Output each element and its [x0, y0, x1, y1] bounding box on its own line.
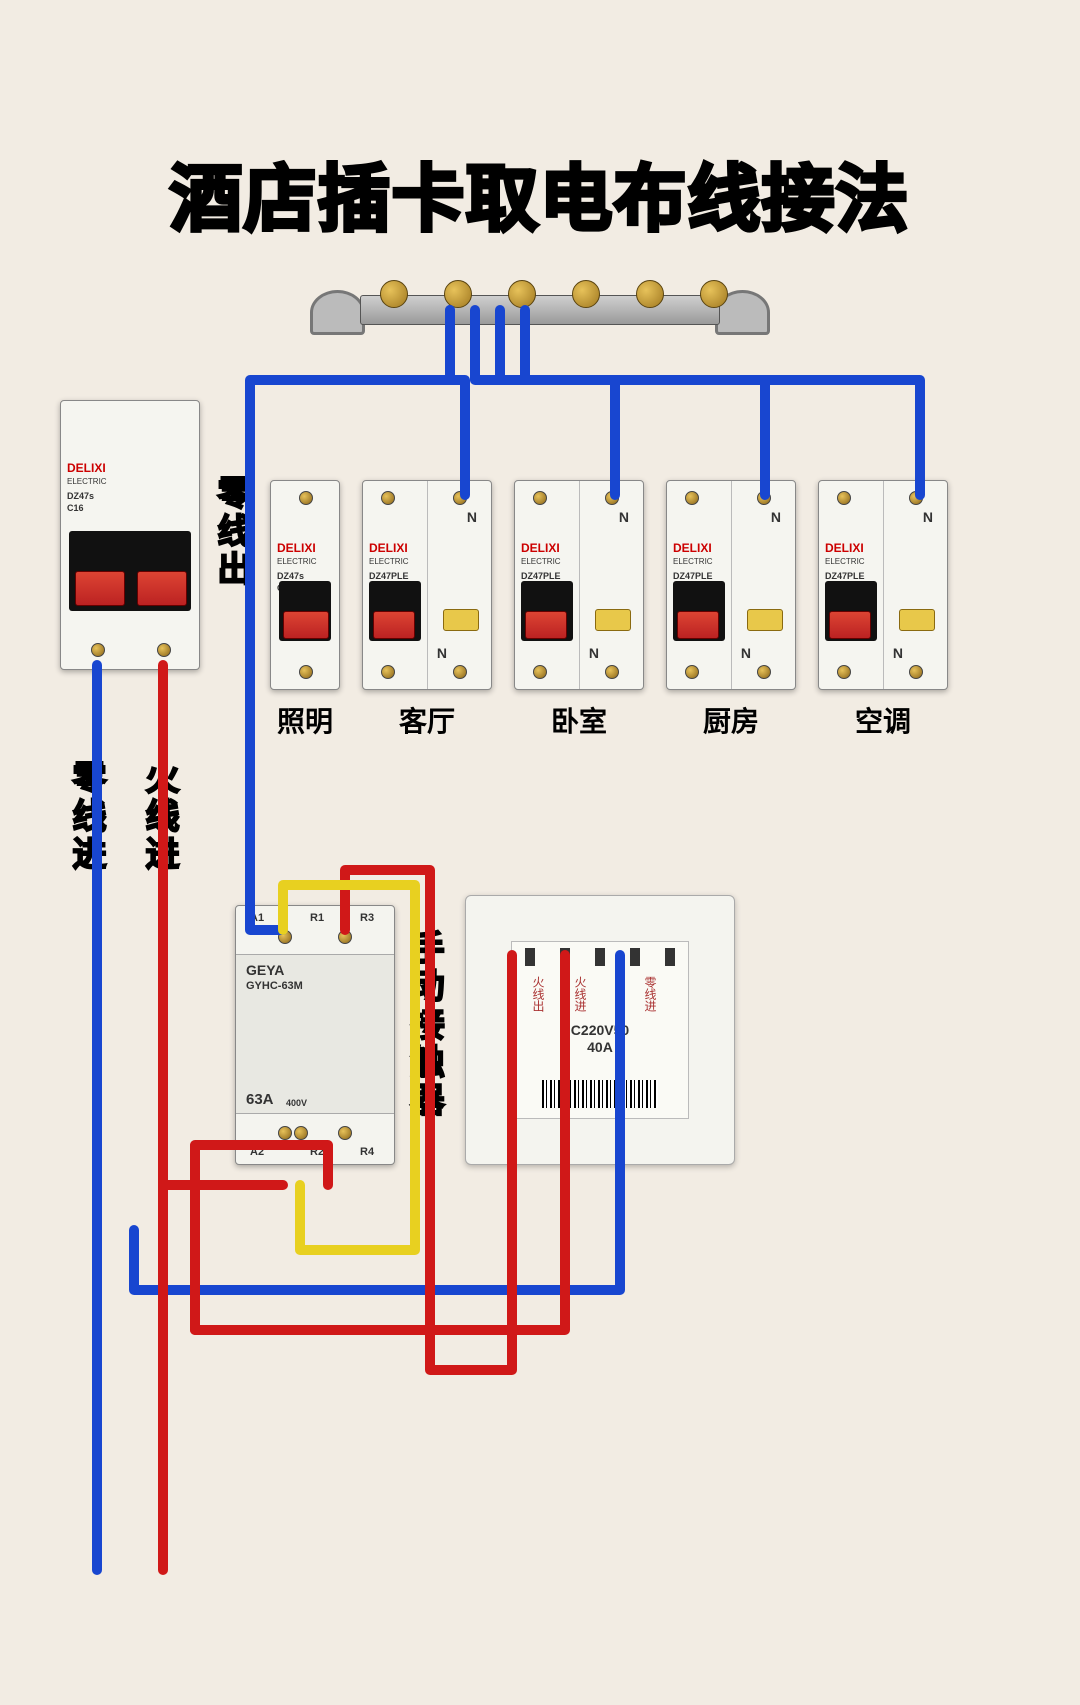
- breaker-label: 空调: [855, 700, 911, 740]
- contactor-device: GEYA GYHC-63M 63A 400V A1 R1 R3 A2 R2 R4: [235, 905, 395, 1165]
- breaker-空调: DELIXIELECTRICDZ47PLEC32NN: [818, 480, 948, 690]
- brand-label: DELIXI: [67, 461, 106, 475]
- breaker-label: 卧室: [551, 700, 607, 740]
- breaker-卧室: DELIXIELECTRICDZ47PLEC32NN: [514, 480, 644, 690]
- breaker-照明: DELIXIELECTRICDZ47sC63: [270, 480, 340, 690]
- card-switch-panel: 火线出 火线进 零线进 C220V50 40A: [465, 895, 735, 1165]
- breaker-label: 照明: [277, 700, 333, 740]
- diagram-title: 酒店插卡取电布线接法: [170, 140, 910, 245]
- label-neutral-in: 零线进: [62, 760, 111, 874]
- breaker-厨房: DELIXIELECTRICDZ47PLEC32NN: [666, 480, 796, 690]
- main-breaker: DELIXI ELECTRIC DZ47s C16: [60, 400, 200, 670]
- ground-busbar: [320, 275, 760, 345]
- label-live-in: 火线进: [135, 760, 184, 874]
- breaker-客厅: DELIXIELECTRICDZ47PLEC32NN: [362, 480, 492, 690]
- breaker-label: 客厅: [399, 700, 455, 740]
- label-neutral-out: 零线出: [207, 475, 256, 589]
- breaker-label: 厨房: [703, 700, 759, 740]
- barcode: [542, 1080, 658, 1108]
- label-contactor: 手动接触器: [400, 930, 449, 1120]
